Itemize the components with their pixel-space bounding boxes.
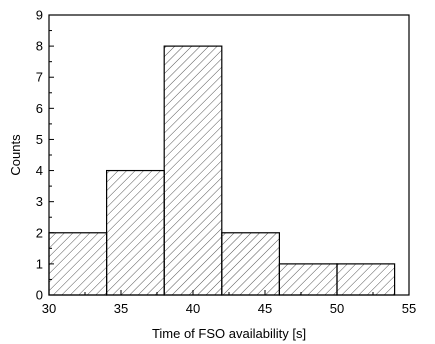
histogram-bar-0	[48, 232, 108, 296]
y-tick-label-5: 5	[36, 132, 43, 147]
histogram-bar-3	[221, 232, 281, 296]
histogram-bar-4	[278, 263, 338, 296]
y-tick-label-3: 3	[36, 194, 43, 209]
y-axis-title: Counts	[8, 134, 23, 176]
x-tick-label-1: 35	[114, 301, 128, 316]
y-tick-label-9: 9	[36, 8, 43, 23]
x-tick-label-2: 40	[186, 301, 200, 316]
x-tick-label-4: 50	[330, 301, 344, 316]
bars-group	[48, 45, 396, 296]
y-tick-label-6: 6	[36, 101, 43, 116]
y-tick-label-2: 2	[36, 225, 43, 240]
y-tick-label-7: 7	[36, 70, 43, 85]
x-tick-label-3: 45	[258, 301, 272, 316]
y-tick-label-8: 8	[36, 39, 43, 54]
x-tick-label-5: 55	[402, 301, 416, 316]
x-tick-label-0: 30	[42, 301, 56, 316]
x-axis: 30 35 40 45 50 55	[42, 290, 416, 316]
y-tick-label-4: 4	[36, 163, 43, 178]
histogram-bar-5	[336, 263, 396, 296]
y-tick-label-1: 1	[36, 256, 43, 271]
histogram-bar-2	[163, 45, 223, 296]
histogram-bar-1	[105, 169, 165, 296]
y-axis: 0 1 2 3 4 5 6 7 8 9	[36, 8, 54, 303]
x-axis-title: Time of FSO availability [s]	[152, 326, 306, 341]
y-tick-label-0: 0	[36, 288, 43, 303]
